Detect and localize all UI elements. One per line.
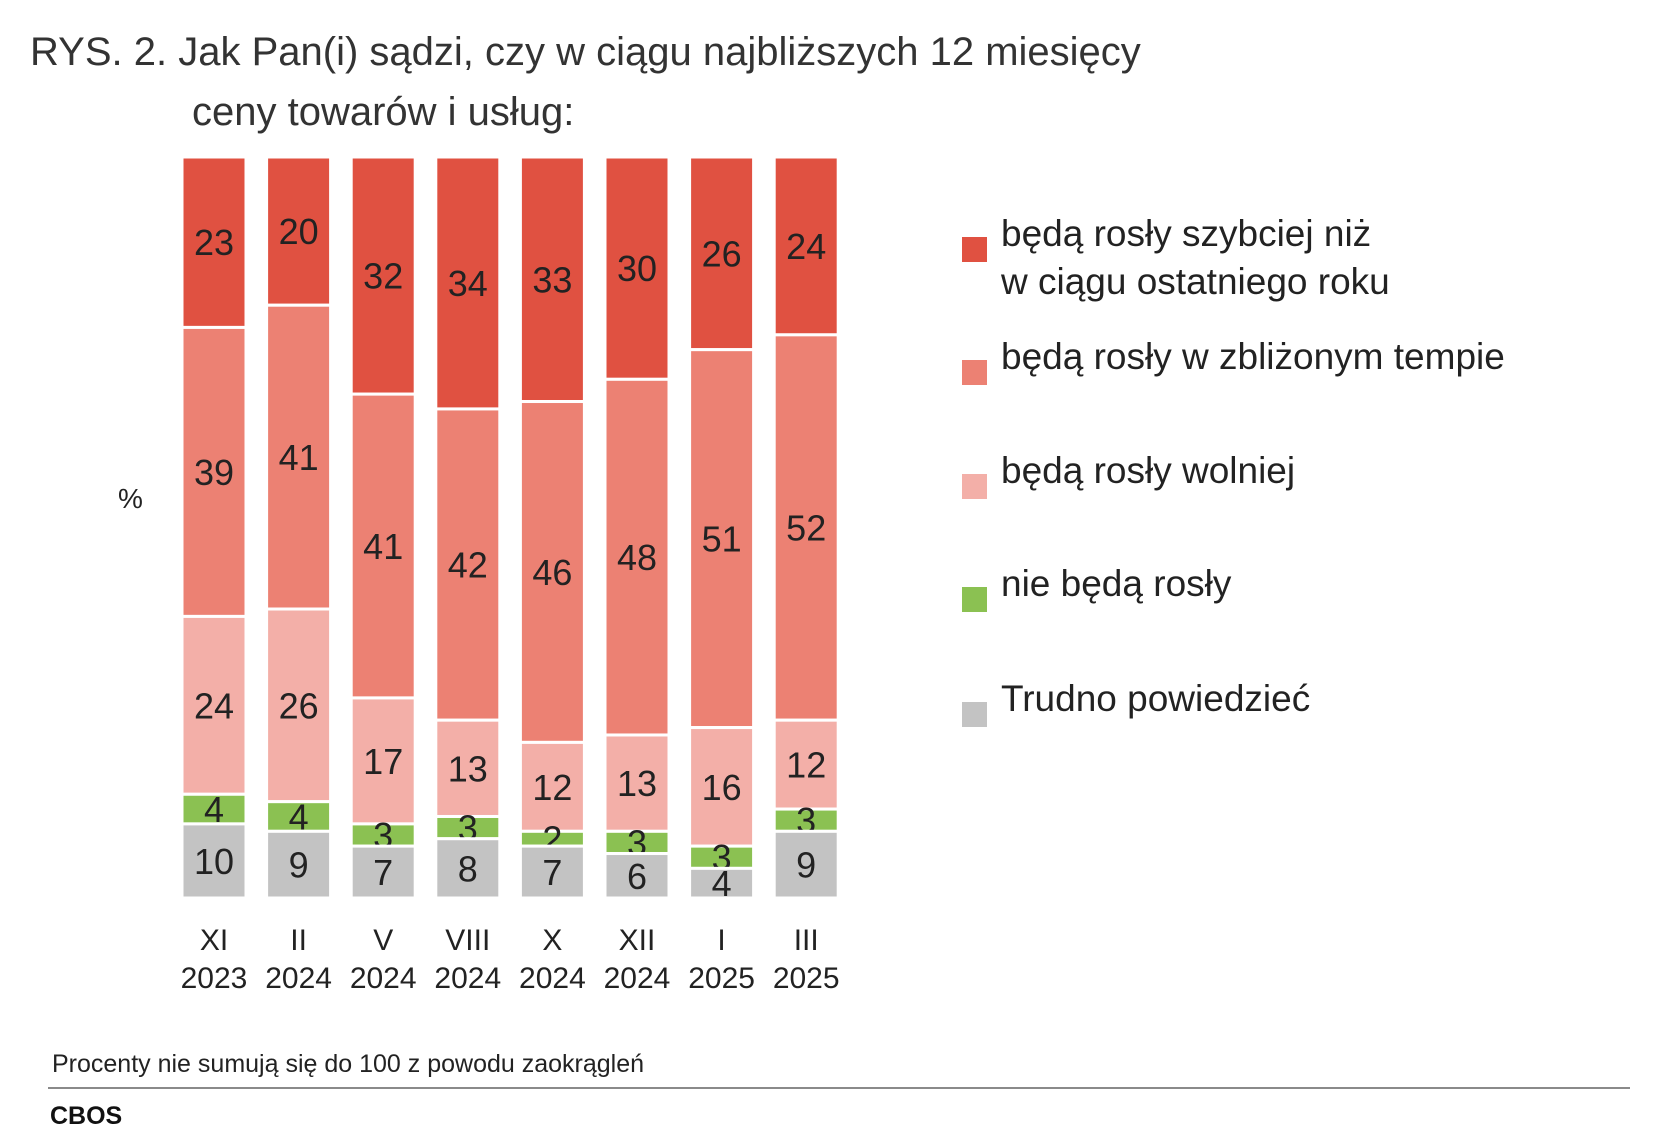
data-label: 42	[448, 545, 488, 586]
data-label: 9	[796, 845, 816, 886]
stacked-bar-chart: 233924410XI202320412649II202432411737V20…	[180, 155, 840, 995]
bar-segment-rising-faster	[603, 155, 671, 381]
data-label: 48	[617, 537, 657, 578]
bar-segment-rising-similar	[603, 377, 671, 737]
bar-segment-hard-to-say	[772, 829, 840, 900]
bar-segment-rising-slower	[603, 733, 671, 833]
chart-title-line1: RYS. 2. Jak Pan(i) sądzi, czy w ciągu na…	[30, 30, 1141, 74]
data-label: 10	[194, 841, 234, 882]
x-tick-label-month: XI	[200, 924, 228, 957]
x-tick-label-year: 2024	[265, 962, 332, 995]
data-label: 4	[204, 789, 224, 830]
bar-segment-hard-to-say	[603, 852, 671, 900]
data-label: 12	[786, 745, 826, 786]
x-tick-label-year: 2024	[350, 962, 417, 995]
bar-segment-rising-similar	[434, 407, 502, 722]
data-label: 23	[194, 222, 234, 263]
chart-title-line2: ceny towarów i usług:	[192, 90, 575, 134]
legend-label: będą rosły szybciej niż w ciągu ostatnie…	[1001, 213, 1390, 302]
x-tick-label-month: V	[373, 924, 393, 957]
bar-segment-hard-to-say	[349, 844, 417, 900]
data-label: 46	[532, 552, 572, 593]
data-label: 9	[289, 845, 309, 886]
legend-swatch	[962, 702, 987, 727]
legend-swatch	[962, 360, 987, 385]
legend-item-hard-to-say: Trudno powiedzieć	[962, 675, 1310, 727]
legend-swatch	[962, 474, 987, 499]
bar-segment-hard-to-say	[518, 844, 586, 900]
bar-segment-rising-slower	[772, 718, 840, 811]
x-tick-label-month: I	[717, 924, 725, 957]
x-tick-label-month: X	[542, 924, 562, 957]
data-label: 24	[194, 685, 234, 726]
x-tick-label-month: XII	[619, 924, 656, 957]
data-label: 13	[617, 763, 657, 804]
data-label: 13	[448, 748, 488, 789]
data-label: 4	[712, 863, 732, 904]
x-tick-label-year: 2024	[519, 962, 586, 995]
data-label: 24	[786, 226, 826, 267]
bar-segment-hard-to-say	[265, 829, 333, 900]
bar-segment-rising-faster	[772, 155, 840, 337]
data-label: 32	[363, 256, 403, 297]
data-label: 41	[279, 437, 319, 478]
data-label: 8	[458, 848, 478, 889]
legend-swatch	[962, 237, 987, 262]
data-label: 30	[617, 248, 657, 289]
data-label: 51	[702, 519, 742, 560]
legend-item-rising-similar: będą rosły w zbliżonym tempie	[962, 333, 1505, 385]
data-label: 52	[786, 508, 826, 549]
x-tick-label-month: II	[290, 924, 307, 957]
x-tick-label-month: VIII	[445, 924, 490, 957]
bar-segment-hard-to-say	[180, 822, 248, 900]
legend-label: będą rosły w zbliżonym tempie	[1001, 336, 1505, 377]
bar-segment-hard-to-say	[434, 837, 502, 900]
data-label: 20	[279, 211, 319, 252]
legend-item-not-rising: nie będą rosły	[962, 560, 1231, 612]
data-label: 17	[363, 741, 403, 782]
bar-segment-hard-to-say	[688, 866, 756, 900]
x-tick-label-year: 2025	[773, 962, 840, 995]
bar-segment-rising-similar	[688, 348, 756, 730]
source-label: CBOS	[50, 1102, 123, 1130]
legend-label: Trudno powiedzieć	[1001, 678, 1311, 719]
x-tick-label-month: III	[794, 924, 819, 957]
chart-title: RYS. 2. Jak Pan(i) sądzi, czy w ciągu na…	[30, 22, 1141, 142]
x-tick-label-year: 2023	[181, 962, 248, 995]
bar-segment-rising-faster	[518, 155, 586, 404]
footnote: Procenty nie sumują się do 100 z powodu …	[52, 1050, 645, 1078]
bar-segment-rising-slower	[349, 696, 417, 826]
data-label: 39	[194, 452, 234, 493]
x-tick-label-year: 2024	[434, 962, 501, 995]
bar-segment-rising-faster	[434, 155, 502, 411]
legend-label: nie będą rosły	[1001, 563, 1232, 604]
data-label: 41	[363, 526, 403, 567]
x-tick-label-year: 2025	[688, 962, 755, 995]
bar-segment-rising-faster	[180, 155, 248, 329]
data-label: 7	[542, 852, 562, 893]
legend-item-rising-faster: będą rosły szybciej niż w ciągu ostatnie…	[962, 210, 1390, 306]
legend-label: będą rosły wolniej	[1001, 450, 1296, 491]
data-label: 34	[448, 263, 488, 304]
x-tick-label-year: 2024	[604, 962, 671, 995]
legend-swatch	[962, 587, 987, 612]
data-label: 26	[702, 233, 742, 274]
y-axis-unit-label: %	[118, 483, 143, 514]
data-label: 26	[279, 685, 319, 726]
data-label: 33	[532, 259, 572, 300]
data-label: 7	[373, 852, 393, 893]
data-label: 12	[532, 767, 572, 808]
legend-item-rising-slower: będą rosły wolniej	[962, 447, 1295, 499]
data-label: 6	[627, 856, 647, 897]
data-label: 4	[289, 796, 309, 837]
data-label: 16	[702, 767, 742, 808]
divider	[48, 1087, 1630, 1089]
